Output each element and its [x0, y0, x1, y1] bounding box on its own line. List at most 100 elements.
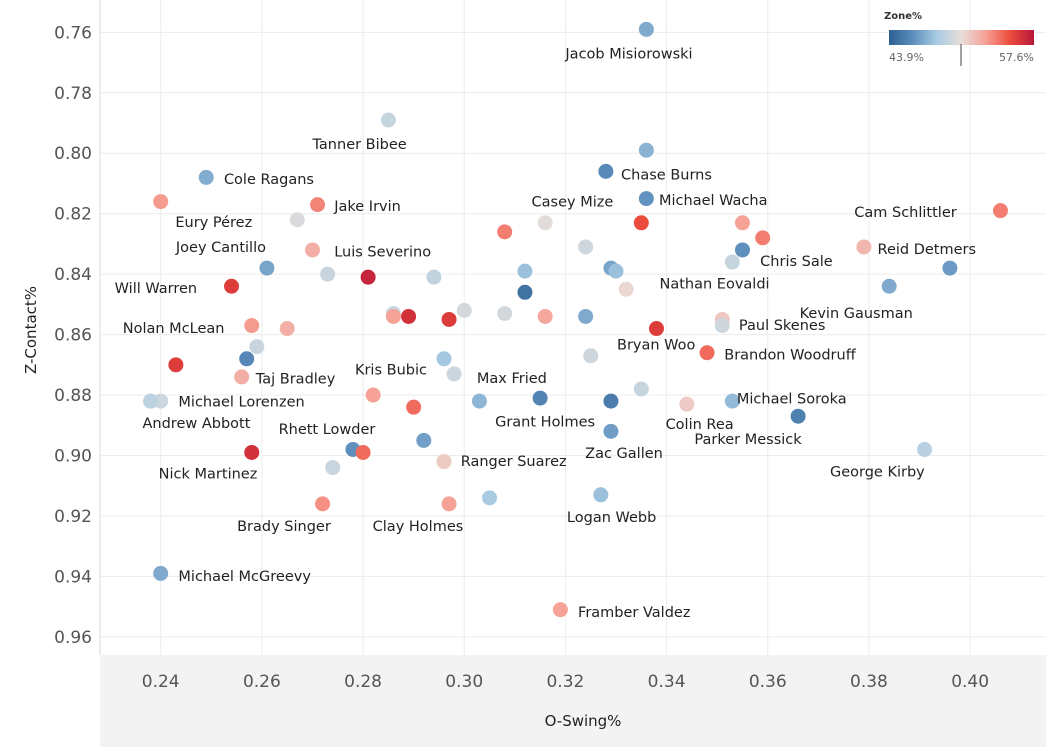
- point-label: Andrew Abbott: [142, 416, 250, 432]
- data-point: [153, 194, 169, 210]
- data-point: [441, 496, 457, 512]
- data-point: [603, 393, 619, 409]
- y-tick-label: 0.80: [54, 144, 92, 164]
- point-label: Chris Sale: [760, 254, 833, 270]
- point-label: Luis Severino: [334, 244, 431, 260]
- data-point: [856, 239, 872, 255]
- point-label: Rhett Lowder: [279, 422, 376, 438]
- data-point: [992, 203, 1008, 219]
- data-point: [436, 454, 452, 470]
- point-label: Colin Rea: [666, 417, 734, 433]
- x-tick-label: 0.30: [445, 672, 483, 692]
- data-point: [917, 441, 933, 457]
- point-label: Nolan McLean: [123, 321, 225, 337]
- data-point: [471, 393, 487, 409]
- point-label: Zac Gallen: [585, 446, 663, 462]
- point-label: Joey Cantillo: [175, 240, 266, 256]
- x-tick-label: 0.38: [850, 672, 888, 692]
- data-point: [224, 278, 240, 294]
- point-label: Chase Burns: [621, 167, 712, 183]
- data-point: [633, 381, 649, 397]
- zone-legend: Zone% 43.9% 57.6%: [884, 11, 1034, 66]
- data-point: [724, 393, 740, 409]
- point-label: Logan Webb: [567, 510, 656, 526]
- data-point: [593, 487, 609, 503]
- point-label: Brady Singer: [237, 519, 331, 535]
- data-point: [881, 278, 897, 294]
- data-point: [441, 311, 457, 327]
- point-label: Jacob Misiorowski: [564, 47, 692, 63]
- point-label: Parker Messick: [694, 432, 802, 448]
- data-point: [734, 215, 750, 231]
- data-point: [679, 396, 695, 412]
- point-label: Michael Wacha: [659, 193, 768, 209]
- point-label: Casey Mize: [532, 194, 614, 210]
- point-label: Bryan Woo: [617, 337, 696, 353]
- data-point: [638, 191, 654, 207]
- x-tick-label: 0.26: [243, 672, 281, 692]
- point-label: Nick Martinez: [159, 466, 258, 482]
- point-label: Jake Irvin: [333, 199, 401, 215]
- legend-min-label: 43.9%: [889, 51, 924, 64]
- data-point: [380, 112, 396, 128]
- data-point: [234, 369, 250, 385]
- data-point: [790, 408, 806, 424]
- data-point: [360, 269, 376, 285]
- x-tick-label: 0.28: [344, 672, 382, 692]
- y-tick-label: 0.82: [54, 205, 92, 225]
- x-axis-title: O-Swing%: [545, 712, 622, 730]
- data-point: [714, 318, 730, 334]
- y-tick-label: 0.94: [54, 567, 92, 587]
- data-point: [289, 212, 305, 228]
- data-point: [456, 302, 472, 318]
- point-label: Michael Soroka: [737, 392, 847, 408]
- data-point: [497, 305, 513, 321]
- data-point: [699, 345, 715, 361]
- data-point: [406, 399, 422, 415]
- y-tick-label: 0.84: [54, 265, 92, 285]
- data-point: [532, 390, 548, 406]
- tick-layer: 0.24 0.26 0.28 0.30 0.32 0.34 0.36 0.38 0.40 0.76…: [54, 23, 989, 692]
- data-point: [401, 308, 417, 324]
- point-label: Ranger Suarez: [461, 454, 567, 470]
- data-point: [482, 490, 498, 506]
- legend-gradient-bar: [889, 30, 1034, 45]
- grid-layer: [99, 0, 1046, 655]
- point-label: Nathan Eovaldi: [660, 277, 770, 293]
- point-label: Will Warren: [115, 281, 197, 297]
- data-point: [198, 169, 214, 185]
- data-point: [244, 318, 260, 334]
- data-point: [638, 142, 654, 158]
- data-point: [416, 432, 432, 448]
- x-tick-label: 0.36: [749, 672, 787, 692]
- data-point: [608, 263, 624, 279]
- data-point: [942, 260, 958, 276]
- point-label: George Kirby: [830, 465, 925, 481]
- y-tick-label: 0.78: [54, 84, 92, 104]
- data-point: [517, 284, 533, 300]
- point-label: Cole Ragans: [224, 172, 314, 188]
- y-tick-label: 0.88: [54, 386, 92, 406]
- data-point: [168, 357, 184, 373]
- data-point: [426, 269, 442, 285]
- point-label: Grant Holmes: [495, 415, 595, 431]
- data-point: [315, 496, 331, 512]
- data-point: [618, 281, 634, 297]
- data-point: [724, 254, 740, 270]
- data-point: [304, 242, 320, 258]
- point-label: Reid Detmers: [878, 242, 977, 258]
- data-point: [598, 163, 614, 179]
- point-label: Paul Skenes: [739, 318, 825, 334]
- data-point: [497, 224, 513, 240]
- data-point: [755, 230, 771, 246]
- data-point: [310, 197, 326, 213]
- data-point: [734, 242, 750, 258]
- x-axis-band: [100, 655, 1046, 747]
- point-label: Taj Bradley: [255, 371, 336, 387]
- point-label: Framber Valdez: [578, 605, 690, 621]
- data-point: [537, 215, 553, 231]
- x-tick-label: 0.32: [546, 672, 584, 692]
- point-label: Tanner Bibee: [311, 137, 406, 153]
